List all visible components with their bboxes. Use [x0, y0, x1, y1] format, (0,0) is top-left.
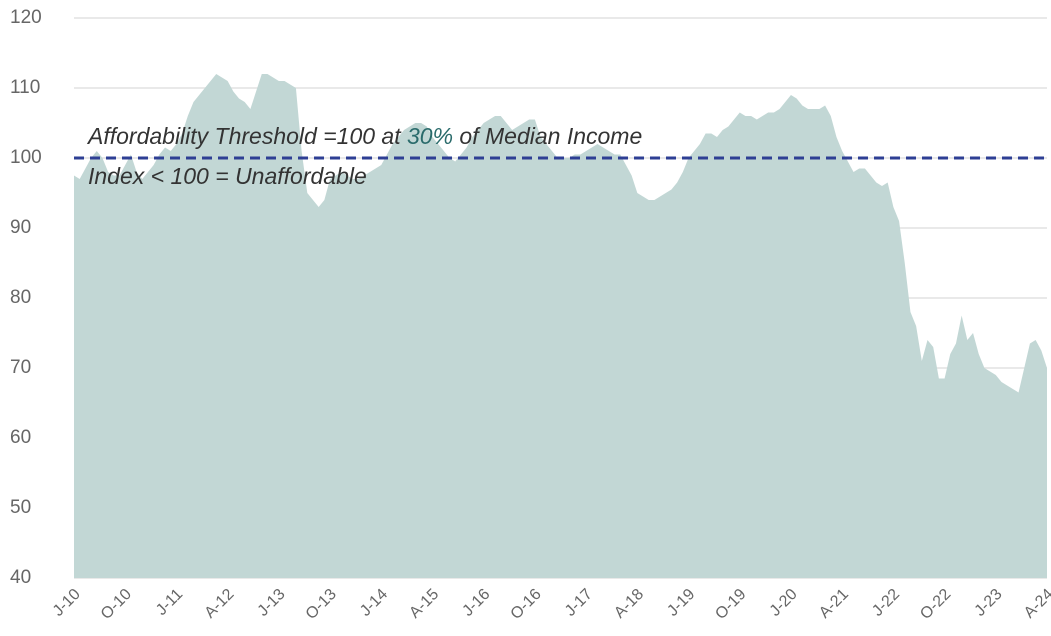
- y-tick-label: 110: [10, 77, 40, 98]
- x-tick-label: J-23: [972, 586, 1006, 620]
- x-tick-label: O-10: [98, 586, 135, 623]
- annotation: Index < 100 = Unaffordable: [88, 163, 367, 189]
- annotation-part: Affordability Threshold =100 at: [86, 123, 407, 149]
- x-tick-label: J-14: [357, 586, 391, 620]
- annotation-part: of Median Income: [453, 123, 642, 149]
- x-tick-label: O-13: [303, 586, 340, 623]
- x-tick-label: O-22: [917, 586, 954, 623]
- x-tick-label: A-21: [816, 586, 852, 622]
- x-tick-label: O-16: [508, 586, 545, 623]
- y-tick-label: 90: [10, 217, 31, 238]
- x-tick-label: A-12: [202, 586, 238, 622]
- y-tick-label: 40: [10, 567, 31, 588]
- x-tick-label: A-18: [611, 586, 647, 622]
- y-tick-label: 50: [10, 497, 31, 518]
- y-tick-label: 100: [10, 147, 42, 168]
- x-tick-label: J-17: [562, 586, 596, 620]
- x-tick-label: J-20: [767, 586, 801, 620]
- plot: 40 50 60 70 80 90 100 110 120 J-10 O-10 J-11 A-12 J-1…: [10, 7, 1051, 623]
- area: [74, 74, 1047, 578]
- x-tick-label: J-13: [255, 586, 289, 620]
- x-tick-label: A-24: [1021, 586, 1051, 622]
- annotation-highlight: 30%: [407, 123, 453, 149]
- x-tick-label: A-15: [406, 586, 442, 622]
- y-tick-label: 120: [10, 7, 42, 28]
- x-tick-label: J-22: [869, 586, 903, 620]
- x-tick-label: J-10: [50, 586, 84, 620]
- y-tick-label: 80: [10, 287, 31, 308]
- x-tick-label: J-19: [664, 586, 698, 620]
- y-tick-label: 70: [10, 357, 31, 378]
- x-tick-label: J-16: [459, 586, 493, 620]
- x-tick-label: J-11: [153, 586, 186, 619]
- annotation: Affordability Threshold =100 at 30% of M…: [86, 123, 642, 149]
- y-tick-label: 60: [10, 427, 31, 448]
- x-tick-label: O-19: [712, 586, 749, 623]
